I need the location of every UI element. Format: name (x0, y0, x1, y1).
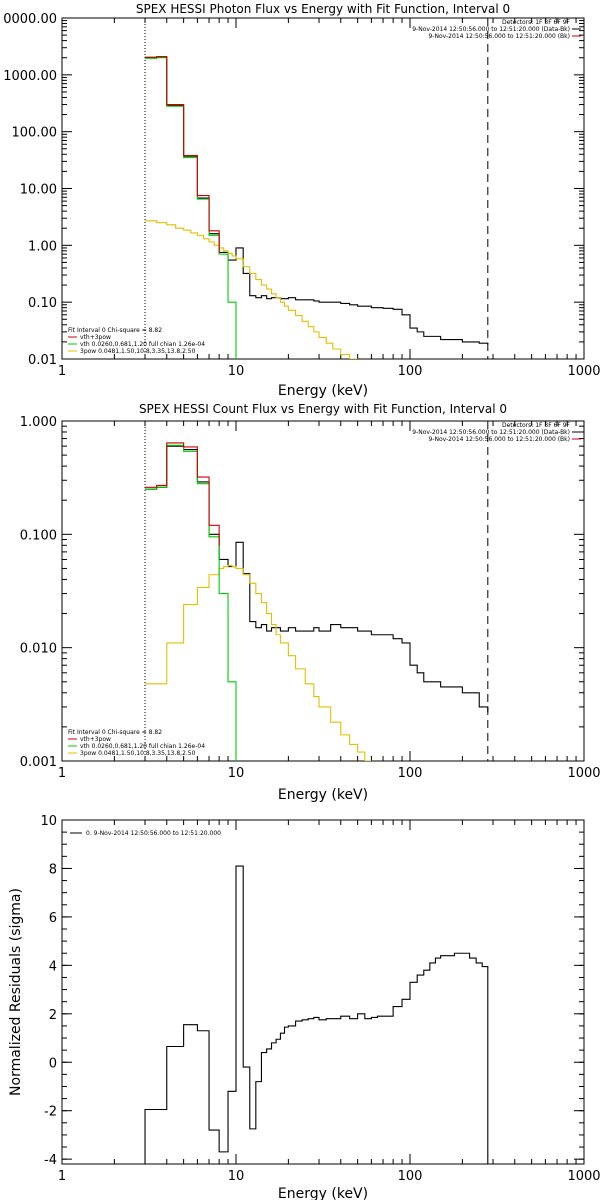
chart-title: SPEX HESSI Photon Flux vs Energy with Fi… (136, 2, 510, 16)
series-line-2 (145, 565, 372, 761)
series-line-0 (145, 55, 220, 253)
y-tick-label: 10.00 (20, 183, 57, 198)
series-line-0 (145, 442, 220, 546)
legend-bottom-entry: Fit Interval 0 Chi-square = 8.82 (68, 729, 162, 736)
plot-frame (61, 420, 585, 762)
y-tick-label: 6 (49, 911, 57, 926)
y-tick-label: 8 (49, 862, 57, 877)
x-tick-label: 1 (58, 766, 66, 781)
plot-frame (61, 17, 585, 360)
series-line-2 (145, 220, 358, 359)
legend-top-entry: Detectors: 1F 3F 6F 9F (502, 422, 571, 429)
y-tick-label: 0 (49, 1056, 57, 1071)
legend-bottom-entry: vth+3pow (80, 736, 111, 743)
x-tick-label: 100 (398, 1169, 423, 1184)
series-line-0 (144, 865, 489, 1164)
legend-bottom-entry: vth 0.0260,0.681,1.20 full chian 1.26e-0… (80, 341, 205, 348)
y-tick-label: 0.10 (28, 296, 57, 311)
legend-top-entry: 0. 9-Nov-2014 12:50:56.000 to 12:51:20.0… (86, 830, 221, 837)
series-line-3 (145, 56, 489, 345)
y-tick-label: 100.00 (12, 126, 58, 141)
series-line-1 (145, 444, 237, 761)
legend-top-entry: Detectors: 1F 3F 6F 9F (502, 19, 571, 26)
legend-top-entry: 9-Nov-2014 12:50:56.000 to 12:51:20.000 … (428, 33, 570, 40)
legend-bottom-entry: 3pow 0.0481,1.50,10.8,3.35,13.8,2.50 (80, 750, 196, 757)
y-tick-label: 0.01 (28, 353, 57, 368)
chart-panel-1: SPEX HESSI Count Flux vs Energy with Fit… (20, 402, 600, 803)
y-tick-label: 2 (49, 1008, 57, 1023)
x-tick-label: 1000 (567, 1169, 600, 1184)
x-tick-label: 1 (58, 364, 66, 379)
series-line-1 (145, 57, 237, 359)
x-tick-label: 1000 (567, 364, 600, 379)
x-axis-label: Energy (keV) (278, 1186, 368, 1200)
x-tick-label: 10 (228, 364, 245, 379)
x-tick-label: 100 (398, 766, 423, 781)
chart-panel-2: 1 10 100 1000 -4 -2 0 2 4 6 8 10 Energy (keV) Normali… (8, 814, 600, 1200)
plot-frame (61, 819, 585, 1165)
y-tick-label: -4 (44, 1153, 57, 1168)
legend-bottom-entry: vth 0.0260,0.681,1.20 full chian 1.26e-0… (80, 743, 205, 750)
chart-panel-0: SPEX HESSI Photon Flux vs Energy with Fi… (3, 2, 600, 399)
y-tick-label: 4 (49, 959, 57, 974)
legend-top-entry: 9-Nov-2014 12:50:56.000 to 12:51:20.000 … (412, 26, 570, 33)
legend-top-entry: 9-Nov-2014 12:50:56.000 to 12:51:20.000 … (412, 429, 570, 436)
legend-bottom-entry: 3pow 0.0481,1.50,10.8,3.35,13.8,2.50 (80, 348, 196, 355)
chart-title: SPEX HESSI Count Flux vs Energy with Fit… (139, 402, 507, 416)
y-axis-label: Normalized Residuals (sigma) (8, 888, 24, 1096)
x-tick-label: 10 (228, 766, 245, 781)
x-tick-label: 10 (228, 1169, 245, 1184)
legend-top-entry: 9-Nov-2014 12:50:56.000 to 12:51:20.000 … (428, 436, 570, 443)
y-tick-label: 0.010 (20, 642, 57, 657)
legend-bottom-entry: Fit Interval 0 Chi-square = 8.82 (68, 327, 162, 334)
x-tick-label: 1 (58, 1169, 66, 1184)
x-tick-label: 100 (398, 364, 423, 379)
y-tick-label: 10 (40, 814, 57, 829)
x-tick-label: 1000 (567, 766, 600, 781)
y-tick-label: 0.100 (20, 528, 57, 543)
y-tick-label: 0.001 (20, 755, 57, 770)
y-tick-label: 0000.00 (3, 12, 57, 27)
y-tick-label: -2 (44, 1105, 57, 1120)
legend-bottom-entry: vth+3pow (80, 334, 111, 341)
x-axis-label: Energy (keV) (278, 383, 368, 399)
x-axis-label: Energy (keV) (278, 787, 368, 803)
y-tick-label: 1000.00 (3, 69, 57, 84)
y-tick-label: 1.00 (28, 239, 57, 254)
y-tick-label: 1.000 (20, 415, 57, 430)
series-line-3 (145, 445, 489, 713)
